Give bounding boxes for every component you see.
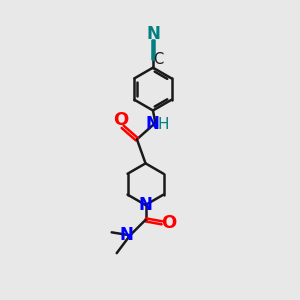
- Text: N: N: [120, 226, 134, 244]
- Text: N: N: [146, 115, 159, 133]
- Text: H: H: [158, 117, 170, 132]
- Text: O: O: [113, 111, 128, 129]
- Text: N: N: [146, 25, 160, 43]
- Text: N: N: [139, 196, 152, 214]
- Text: O: O: [161, 214, 176, 232]
- Text: C: C: [153, 52, 164, 68]
